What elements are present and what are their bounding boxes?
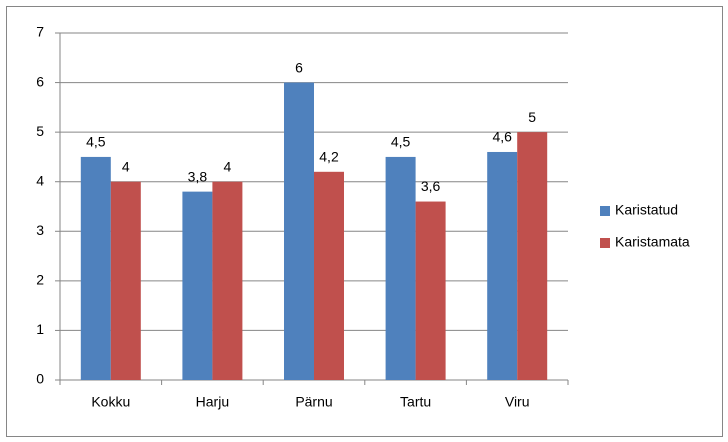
data-label: 4 [224,158,232,174]
data-label: 4,6 [492,129,512,145]
y-tick-label: 4 [36,172,44,188]
data-label: 4,2 [319,149,339,165]
data-label: 4 [122,158,130,174]
y-tick-label: 0 [36,371,44,387]
legend-swatch [600,206,610,216]
x-tick-label: Kokku [91,394,130,410]
data-label: 4,5 [86,134,106,150]
bar [517,132,548,380]
bar [110,181,141,380]
legend-label: Karistamata [615,234,690,250]
data-label: 6 [295,59,303,75]
bar [284,82,314,381]
x-tick-label: Tartu [400,394,431,410]
data-label: 3,6 [421,178,441,194]
data-label: 5 [528,109,536,125]
legend-swatch [600,238,610,248]
bar [80,156,111,380]
bar [314,171,344,380]
y-tick-label: 5 [36,123,44,139]
x-tick-label: Viru [505,394,530,410]
legend-label: Karistatud [615,202,678,218]
x-tick-label: Pärnu [295,394,332,410]
bar [415,201,446,380]
data-label: 4,5 [391,134,411,150]
bar [487,151,518,380]
bar [212,181,243,380]
x-tick-label: Harju [196,394,229,410]
y-tick-label: 3 [36,222,44,238]
y-tick-label: 2 [36,272,44,288]
data-label: 3,8 [188,168,208,184]
y-tick-label: 6 [36,73,44,89]
y-tick-label: 7 [36,24,44,40]
bar [385,156,416,380]
y-tick-label: 1 [36,321,44,337]
bar [182,191,213,380]
